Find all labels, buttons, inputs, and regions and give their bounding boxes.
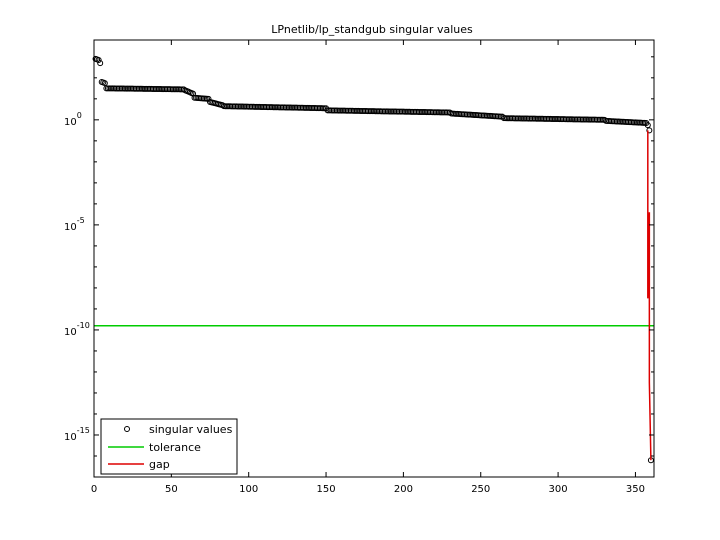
plot-area — [92, 55, 654, 464]
singular-value-point — [205, 95, 212, 102]
singular-value-point — [644, 122, 651, 129]
singular-value-point — [646, 127, 653, 134]
singular-value-point — [101, 80, 108, 87]
y-tick-label: 10-5 — [64, 216, 85, 233]
axes-frame — [93, 39, 655, 478]
singular-value-point — [95, 56, 102, 63]
legend-label: singular values — [149, 423, 233, 436]
legend-label: gap — [149, 458, 170, 471]
y-axis: 100 10-5 10-10 10-15 — [64, 56, 654, 478]
x-tick-label: 100 — [239, 484, 258, 495]
y-tick-label: 10-15 — [64, 426, 90, 443]
legend: singular values tolerance gap — [100, 418, 238, 475]
x-tick-label: 350 — [626, 484, 645, 495]
x-tick-label: 150 — [316, 484, 335, 495]
legend-marker-singular-values — [124, 426, 130, 432]
y-tick-label: 100 — [64, 111, 82, 128]
y-tick-label: 10-10 — [64, 321, 90, 338]
legend-label: tolerance — [149, 441, 201, 454]
singular-value-point — [97, 60, 104, 67]
x-axis: 0 50 100 150 200 250 300 350 — [91, 40, 645, 495]
x-tick-label: 250 — [471, 484, 490, 495]
gap-line — [647, 130, 652, 461]
x-tick-label: 300 — [549, 484, 568, 495]
singular-value-point — [180, 86, 187, 93]
chart-title: LPnetlib/lp_standgub singular values — [271, 23, 473, 36]
x-tick-label: 0 — [91, 484, 97, 495]
x-tick-label: 50 — [165, 484, 178, 495]
x-tick-label: 200 — [394, 484, 413, 495]
